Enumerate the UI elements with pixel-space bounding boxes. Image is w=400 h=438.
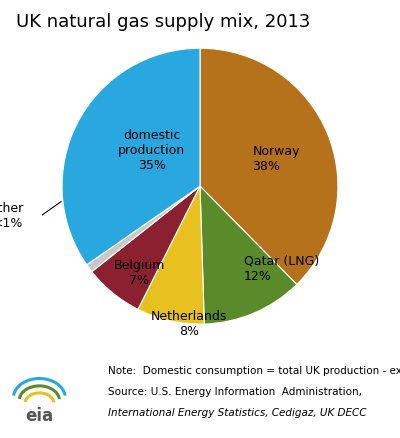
Wedge shape [200,186,297,324]
Text: International Energy Statistics, Cedigaz, UK DECC: International Energy Statistics, Cedigaz… [108,408,366,418]
Text: Norway
38%: Norway 38% [252,145,300,173]
Text: Netherlands
8%: Netherlands 8% [151,310,227,338]
Text: Qatar (LNG)
12%: Qatar (LNG) 12% [244,255,319,283]
Text: UK natural gas supply mix, 2013: UK natural gas supply mix, 2013 [16,13,310,31]
Wedge shape [200,48,338,284]
Text: other
<1%: other <1% [0,202,24,230]
Text: Source: U.S. Energy Information  Administration,: Source: U.S. Energy Information Administ… [108,387,362,397]
Text: domestic
production
35%: domestic production 35% [118,129,185,172]
Text: eia: eia [25,407,54,425]
Text: Note:  Domestic consumption = total UK production - exports: Note: Domestic consumption = total UK pr… [108,366,400,376]
Text: Belgium
7%: Belgium 7% [114,259,165,287]
Wedge shape [92,186,200,309]
Wedge shape [138,186,204,324]
Wedge shape [62,48,200,265]
Wedge shape [87,186,200,272]
